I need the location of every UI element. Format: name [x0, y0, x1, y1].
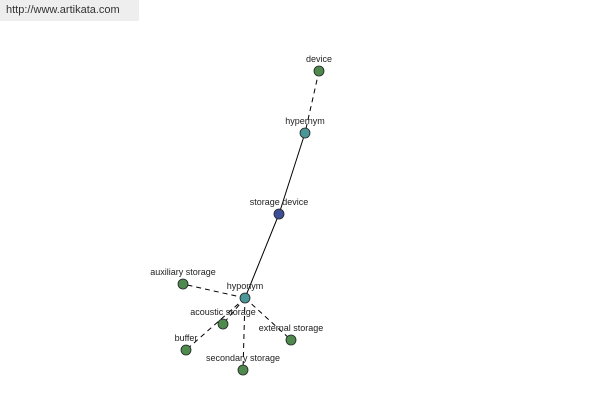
- node: [177, 278, 189, 290]
- node: [237, 364, 249, 376]
- node-label: device: [306, 54, 332, 64]
- node: [313, 65, 325, 77]
- edge: [242, 297, 246, 371]
- edges: [182, 70, 320, 371]
- node-label: acoustic storage: [190, 307, 256, 317]
- node-label: auxiliary storage: [150, 267, 216, 277]
- node: [285, 334, 297, 346]
- node: [180, 344, 192, 356]
- header: http://www.artikata.com: [0, 0, 139, 21]
- node-label: storage device: [250, 197, 309, 207]
- edge: [304, 70, 320, 134]
- edge: [182, 283, 246, 299]
- edge: [244, 297, 292, 341]
- edge: [244, 213, 280, 299]
- edge: [278, 132, 306, 215]
- node-label: external storage: [259, 323, 324, 333]
- edge: [222, 297, 246, 325]
- node-label: hyponym: [227, 281, 264, 291]
- node-label: secondary storage: [206, 353, 280, 363]
- node: [273, 208, 285, 220]
- node: [217, 318, 229, 330]
- node-label: buffer: [175, 333, 198, 343]
- node: [239, 292, 251, 304]
- url: http://www.artikata.com: [6, 4, 120, 16]
- node: [299, 127, 311, 139]
- node-label: hypernym: [285, 116, 325, 126]
- edge: [185, 297, 246, 351]
